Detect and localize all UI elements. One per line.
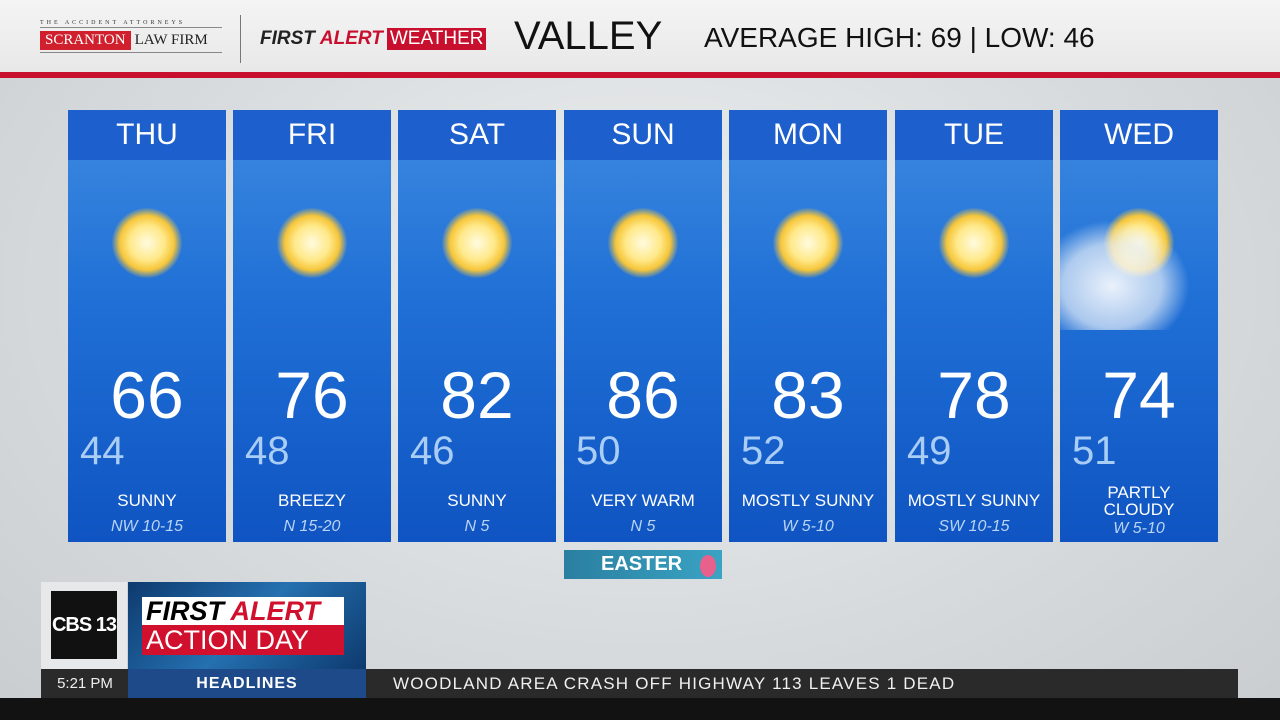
condition: MOSTLY SUNNY bbox=[741, 491, 875, 510]
day-label: WED bbox=[1060, 110, 1218, 160]
day-label: MON bbox=[729, 110, 887, 160]
forecast-day-sun: SUN 86 50 VERY WARM N 5 bbox=[564, 110, 722, 542]
top-banner bbox=[0, 0, 1280, 72]
easter-label: EASTER bbox=[601, 553, 683, 575]
condition: BREEZY bbox=[277, 491, 347, 510]
condition: SUNNY bbox=[117, 491, 177, 510]
brand-weather: WEATHER bbox=[386, 28, 487, 50]
wind: N 5 bbox=[464, 518, 490, 535]
header-divider bbox=[240, 15, 241, 63]
day-label: FRI bbox=[233, 110, 391, 160]
condition: SUNNY bbox=[447, 491, 507, 510]
cbs13-logo-text: CBS 13 bbox=[51, 591, 117, 659]
high-temp: 74 bbox=[1102, 358, 1176, 432]
low-temp: 50 bbox=[576, 429, 621, 473]
low-temp: 52 bbox=[741, 429, 786, 473]
day-label: SUN bbox=[564, 110, 722, 160]
ticker-time: 5:21 PM bbox=[57, 675, 113, 692]
wind: N 15-20 bbox=[283, 518, 341, 535]
forecast-day-wed: WED 74 51 PARTLY CLOUDY W 5-10 bbox=[1060, 110, 1218, 542]
sun-icon bbox=[112, 208, 182, 278]
forecast-day-mon: MON 83 52 MOSTLY SUNNY W 5-10 bbox=[729, 110, 887, 542]
sun-icon bbox=[277, 208, 347, 278]
low-temp: 44 bbox=[80, 429, 125, 473]
forecast-day-tue: TUE 78 49 MOSTLY SUNNY SW 10-15 bbox=[895, 110, 1053, 542]
sponsor-name-red: SCRANTON bbox=[40, 31, 131, 50]
low-temp: 49 bbox=[907, 429, 952, 473]
day-label: SAT bbox=[398, 110, 556, 160]
low-temp: 46 bbox=[410, 429, 455, 473]
condition: MOSTLY SUNNY bbox=[907, 491, 1041, 510]
brand-first: FIRST bbox=[260, 28, 315, 49]
sponsor-logo: THE ACCIDENT ATTORNEYS SCRANTON LAW FIRM bbox=[40, 20, 222, 53]
alert-alert: ALERT bbox=[230, 597, 321, 625]
day-label: TUE bbox=[895, 110, 1053, 160]
wind: N 5 bbox=[630, 518, 656, 535]
region-title: VALLEY bbox=[514, 14, 663, 58]
red-divider bbox=[0, 72, 1280, 78]
high-temp: 82 bbox=[440, 358, 514, 432]
wind: W 5-10 bbox=[1113, 520, 1165, 537]
average-temps: AVERAGE HIGH: 69 | LOW: 46 bbox=[704, 22, 1095, 53]
easter-egg-icon bbox=[700, 555, 716, 577]
condition: VERY WARM bbox=[591, 491, 695, 510]
alert-first: FIRST bbox=[146, 597, 224, 625]
forecast-day-fri: FRI 76 48 BREEZY N 15-20 bbox=[233, 110, 391, 542]
alert-action-day: ACTION DAY bbox=[142, 625, 344, 655]
wind: SW 10-15 bbox=[938, 518, 1010, 535]
easter-badge: EASTER bbox=[564, 550, 722, 579]
condition: PARTLY CLOUDY bbox=[1103, 483, 1175, 519]
sun-icon bbox=[939, 208, 1009, 278]
low-temp: 48 bbox=[245, 429, 290, 473]
low-temp: 51 bbox=[1072, 429, 1117, 473]
ticker-label: HEADLINES bbox=[128, 669, 366, 698]
sun-icon bbox=[773, 208, 843, 278]
brand-alert: ALERT bbox=[319, 28, 383, 49]
first-alert-weather-logo: FIRST ALERT WEATHER bbox=[260, 28, 487, 50]
sun-icon bbox=[442, 208, 512, 278]
wind: W 5-10 bbox=[782, 518, 834, 535]
day-label: THU bbox=[68, 110, 226, 160]
high-temp: 83 bbox=[771, 358, 845, 432]
bottom-bar bbox=[0, 698, 1280, 720]
sponsor-name-rest: LAW FIRM bbox=[134, 32, 208, 48]
sun-icon bbox=[608, 208, 678, 278]
high-temp: 86 bbox=[606, 358, 680, 432]
forecast-day-thu: THU 66 44 SUNNY NW 10-15 bbox=[68, 110, 226, 542]
cbs13-logo: CBS 13 bbox=[41, 582, 127, 669]
forecast-day-sat: SAT 82 46 SUNNY N 5 bbox=[398, 110, 556, 542]
high-temp: 76 bbox=[275, 358, 349, 432]
cloud-icon bbox=[1060, 220, 1190, 330]
sponsor-tagline: THE ACCIDENT ATTORNEYS bbox=[40, 20, 222, 28]
high-temp: 66 bbox=[110, 358, 184, 432]
high-temp: 78 bbox=[937, 358, 1011, 432]
first-alert-action-day-banner: FIRST ALERT ACTION DAY bbox=[128, 582, 366, 669]
wind: NW 10-15 bbox=[110, 518, 184, 535]
ticker-headline: WOODLAND AREA CRASH OFF HIGHWAY 113 LEAV… bbox=[393, 674, 956, 693]
